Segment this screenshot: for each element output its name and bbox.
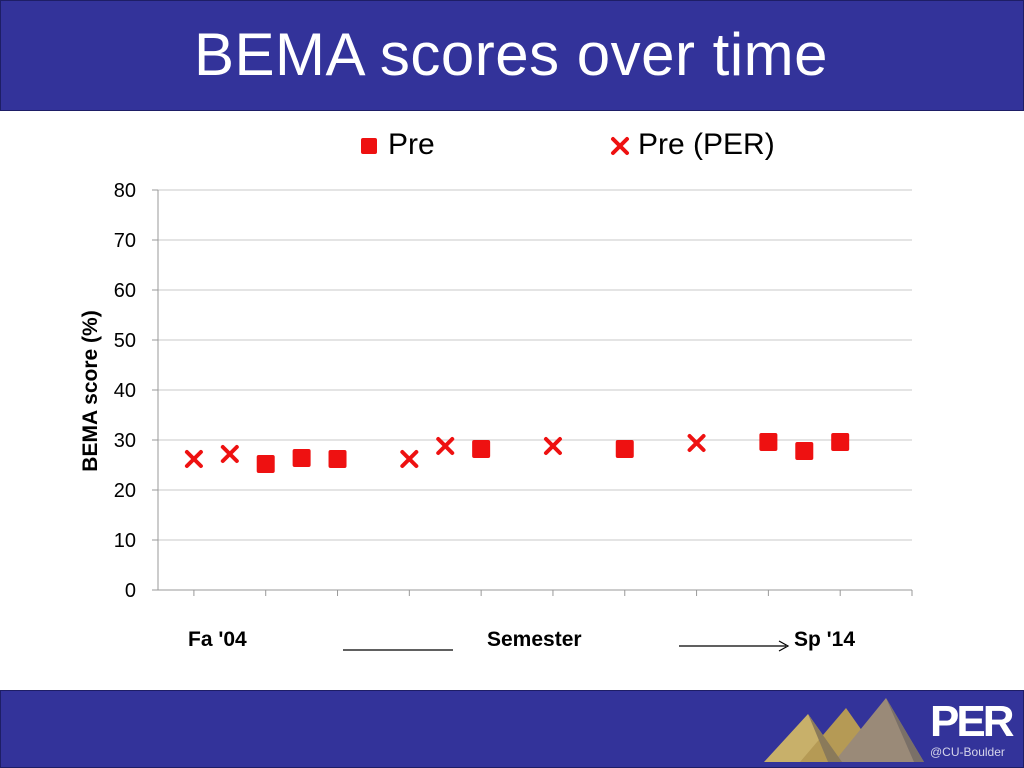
marker-pre-per-3 bbox=[436, 437, 455, 455]
y-axis-label: BEMA score (%) bbox=[79, 310, 102, 472]
marker-pre-per-1 bbox=[220, 445, 239, 463]
marker-pre-6 bbox=[795, 442, 814, 460]
legend-label-pre: Pre bbox=[388, 128, 435, 161]
y-tick-label-30: 30 bbox=[114, 430, 136, 452]
x-start-label: Fa '04 bbox=[188, 628, 247, 651]
y-tick-label-60: 60 bbox=[114, 280, 136, 302]
y-tick-label-70: 70 bbox=[114, 230, 136, 252]
y-tick-label-10: 10 bbox=[114, 530, 136, 552]
marker-pre-4 bbox=[615, 440, 634, 458]
y-tick-label-20: 20 bbox=[114, 480, 136, 502]
y-tick-label-0: 0 bbox=[125, 580, 136, 602]
marker-pre-2 bbox=[328, 450, 347, 468]
grid-lines bbox=[158, 189, 912, 541]
pyramids-logo-icon bbox=[764, 698, 924, 762]
marker-pre-5 bbox=[759, 433, 778, 451]
marker-pre-1 bbox=[292, 449, 311, 467]
axes bbox=[152, 189, 913, 596]
bema-chart: 0 10 20 30 40 50 60 70 80 bbox=[114, 137, 913, 652]
semester-arrowhead bbox=[778, 640, 790, 652]
y-tick-labels: 0 10 20 30 40 50 60 70 80 bbox=[114, 180, 136, 602]
marker-pre-per-2 bbox=[400, 450, 419, 468]
marker-pre-per-0 bbox=[184, 450, 203, 468]
legend-swatch-pre bbox=[361, 138, 377, 154]
marker-pre-per-5 bbox=[687, 434, 706, 452]
legend-label-pre-per: Pre (PER) bbox=[638, 128, 775, 161]
y-tick-label-40: 40 bbox=[114, 380, 136, 402]
slide-title: BEMA scores over time bbox=[193, 21, 829, 88]
y-tick-label-50: 50 bbox=[114, 330, 136, 352]
semester-arrows bbox=[343, 640, 790, 652]
marker-pre-3 bbox=[472, 440, 491, 458]
data-markers bbox=[184, 433, 850, 473]
per-logo-subtext: @CU-Boulder bbox=[930, 745, 1005, 759]
marker-pre-per-4 bbox=[543, 437, 562, 455]
marker-pre-0 bbox=[256, 455, 275, 473]
legend-swatch-pre-per bbox=[611, 137, 629, 155]
x-axis-label: Semester bbox=[487, 628, 582, 651]
x-end-label: Sp '14 bbox=[794, 628, 856, 651]
marker-pre-7 bbox=[831, 433, 850, 451]
title-bar bbox=[0, 0, 1024, 111]
y-tick-label-80: 80 bbox=[114, 180, 136, 202]
legend-markers bbox=[361, 137, 629, 155]
per-logo-text: PER bbox=[930, 697, 1015, 746]
